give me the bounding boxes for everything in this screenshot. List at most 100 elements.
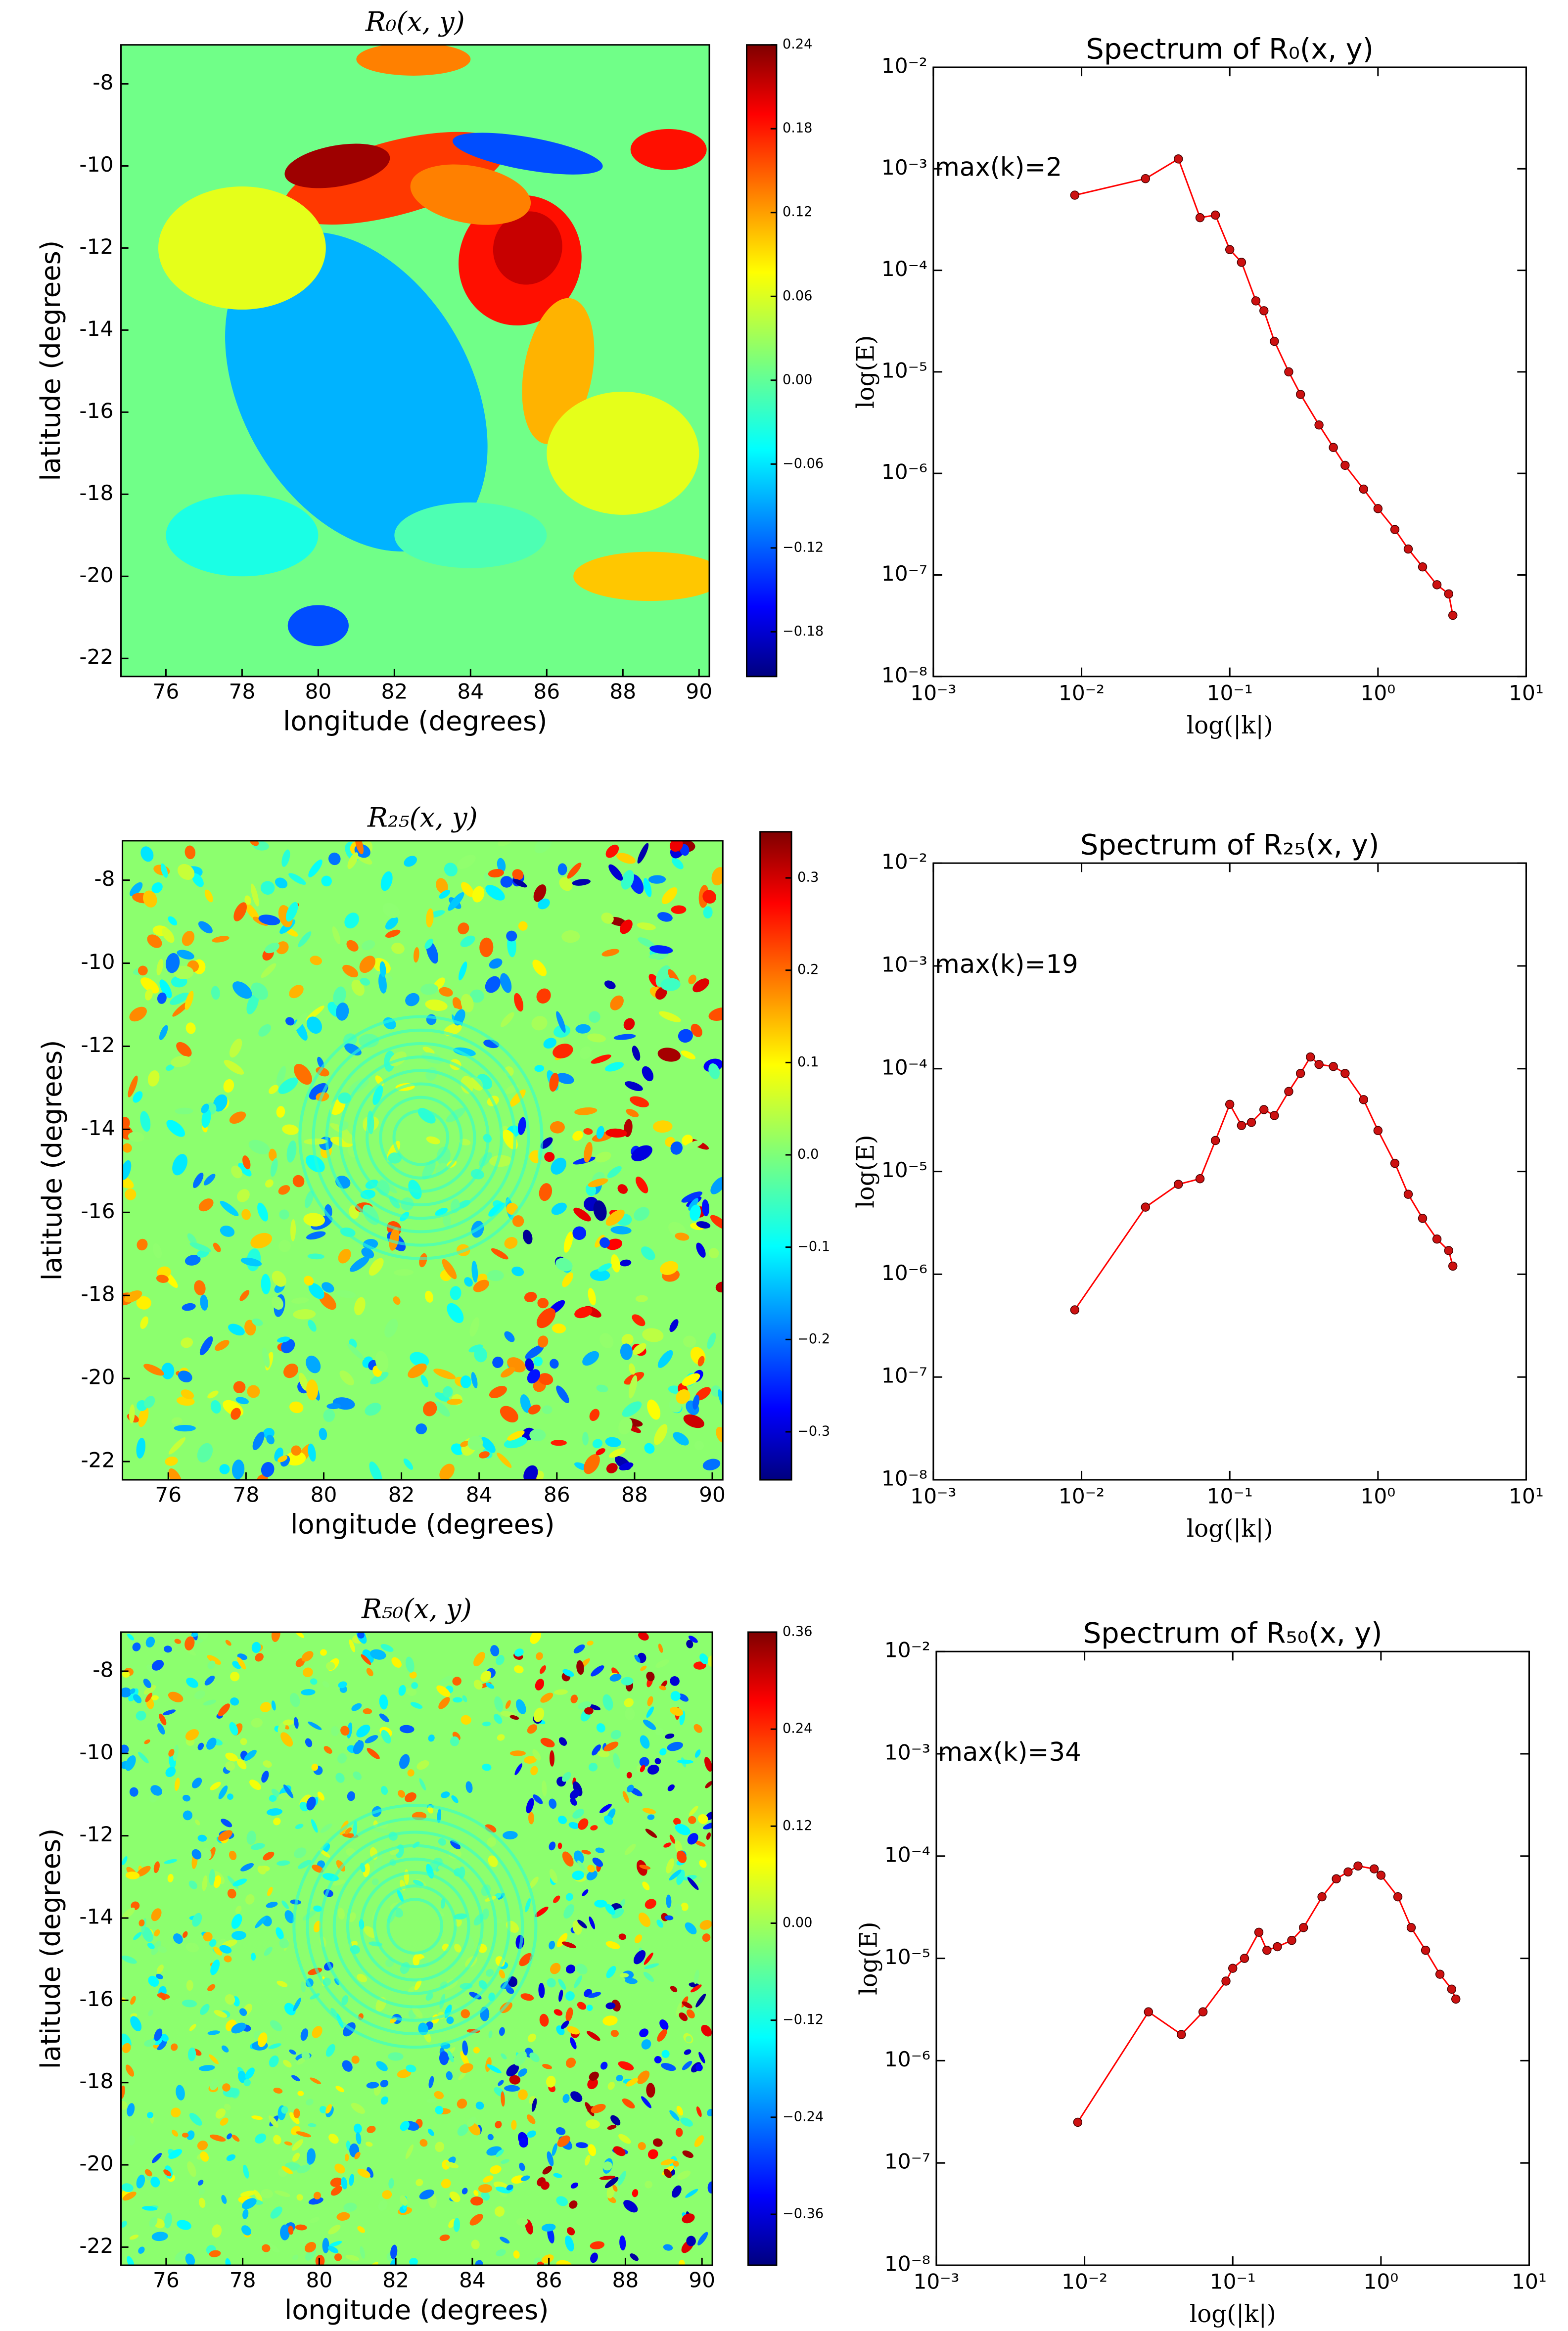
- contour-speckle: [197, 1834, 207, 1842]
- y-tick-label: -8: [92, 70, 113, 94]
- contour-speckle: [184, 991, 194, 1010]
- contour-speckle: [574, 1306, 593, 1319]
- spectrum-point: [1444, 1246, 1453, 1255]
- contour-speckle: [673, 2160, 679, 2167]
- contour-speckle: [157, 1723, 165, 1735]
- contour-speckle: [555, 2127, 566, 2135]
- contour-speckle: [307, 1253, 324, 1260]
- contour-speckle: [175, 1107, 193, 1115]
- contour-speckle: [298, 1860, 312, 1869]
- contour-speckle: [556, 1385, 569, 1403]
- contour-speckle: [295, 1824, 304, 1829]
- contour-speckle: [634, 1207, 649, 1221]
- contour-speckle: [616, 2074, 623, 2082]
- contour-speckle: [367, 1748, 380, 1759]
- contour-speckle: [203, 1699, 217, 1706]
- spectrum-point: [1259, 306, 1269, 316]
- contour-speckle: [130, 882, 143, 897]
- contour-speckle: [566, 2026, 580, 2035]
- contour-speckle: [575, 1024, 591, 1034]
- contour-speckle: [676, 1389, 691, 1404]
- contour-speckle: [573, 1644, 585, 1653]
- contour-speckle: [308, 1721, 322, 1730]
- y-tick-label: -10: [79, 152, 113, 177]
- contour-speckle: [663, 1842, 672, 1848]
- contour-speckle: [225, 1640, 231, 1646]
- contour-speckle: [320, 1649, 327, 1656]
- contour-speckle: [438, 1697, 450, 1709]
- spectrum-point: [1314, 420, 1324, 430]
- contour-speckle: [583, 1128, 593, 1135]
- annotation: max(k)=2: [935, 152, 1062, 182]
- contour-speckle: [404, 856, 417, 867]
- contour-speckle: [670, 1676, 680, 1686]
- contour-speckle: [537, 1298, 549, 1309]
- contour-speckle: [182, 2133, 189, 2138]
- contour-speckle: [506, 2064, 519, 2077]
- contour-speckle: [693, 1661, 706, 1670]
- contour-speckle: [136, 1437, 146, 1459]
- contour-speckle: [322, 1282, 334, 1293]
- contour-speckle: [288, 2226, 294, 2235]
- contour-speckle: [214, 1340, 230, 1351]
- spectrum-point: [1177, 2030, 1186, 2039]
- contour-speckle: [609, 1673, 622, 1682]
- contour-speckle: [567, 863, 582, 879]
- contour-speckle: [353, 1771, 362, 1781]
- x-tick-label: 10⁻²: [1061, 2270, 1107, 2294]
- contour-speckle: [227, 1888, 236, 1899]
- contour-speckle: [466, 2116, 476, 2127]
- contour-speckle: [359, 956, 375, 973]
- contour-speckle: [121, 2101, 128, 2110]
- contour-speckle: [130, 2016, 142, 2032]
- spectrum-point: [1070, 1305, 1080, 1315]
- contour-speckle: [326, 1403, 341, 1410]
- contour-speckle: [341, 1995, 349, 2006]
- contour-speckle: [204, 1675, 215, 1686]
- contour-speckle: [669, 840, 683, 852]
- contour-speckle: [675, 2128, 683, 2137]
- contour-speckle: [351, 2102, 366, 2114]
- contour-speckle: [538, 1373, 553, 1385]
- contour-speckle: [688, 1198, 699, 1211]
- x-tick-label: 10¹: [1509, 1484, 1544, 1508]
- contour-speckle: [231, 1931, 246, 1940]
- contour-speckle: [291, 1445, 301, 1456]
- contour-speckle: [291, 2075, 300, 2082]
- colorbar-tick-label: −0.3: [797, 1423, 830, 1439]
- contour-blob: [493, 211, 562, 285]
- contour-speckle: [497, 858, 506, 872]
- contour-speckle: [691, 1023, 702, 1037]
- contour-speckle: [373, 1828, 390, 1833]
- contour-speckle: [673, 1432, 689, 1446]
- contour-speckle: [694, 1749, 701, 1758]
- contour-speckle: [143, 1364, 164, 1376]
- contour-speckle: [511, 1266, 524, 1277]
- contour-speckle: [630, 1096, 649, 1107]
- contour-speckle: [663, 2169, 672, 2178]
- contour-speckle: [569, 2200, 578, 2209]
- contour-speckle: [450, 1736, 460, 1746]
- contour-speckle: [129, 2235, 139, 2240]
- contour-speckle: [361, 940, 375, 951]
- contour-speckle: [572, 879, 591, 886]
- contour-speckle: [422, 1047, 435, 1054]
- contour-speckle: [447, 2050, 454, 2062]
- contour-speckle: [699, 1859, 707, 1868]
- contour-speckle: [310, 956, 322, 965]
- contour-speckle: [308, 1443, 316, 1462]
- y-tick-label: 10⁻²: [881, 850, 927, 874]
- contour-speckle: [618, 1933, 626, 1940]
- x-tick-label: 10⁰: [1360, 1484, 1395, 1508]
- contour-speckle: [250, 883, 259, 907]
- contour-speckle: [276, 1106, 285, 1118]
- contour-speckle: [226, 2154, 236, 2161]
- contour-speckle: [578, 1818, 589, 1830]
- contour-speckle: [661, 2050, 670, 2058]
- spectrum-point: [1287, 1935, 1296, 1945]
- contour-speckle: [682, 2213, 695, 2224]
- contour-speckle: [419, 1778, 426, 1791]
- contour-speckle: [696, 2106, 702, 2117]
- contour-speckle: [495, 2121, 502, 2129]
- spectrum-point: [1451, 1994, 1461, 2004]
